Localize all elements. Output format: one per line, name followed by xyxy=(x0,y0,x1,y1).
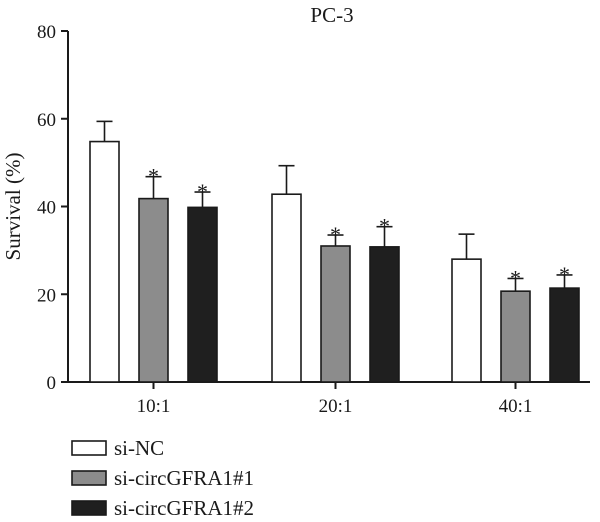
y-tick-label: 60 xyxy=(37,110,56,131)
significance-marker: * xyxy=(510,265,521,290)
bar xyxy=(271,193,302,383)
legend-swatch xyxy=(71,470,107,486)
significance-marker: * xyxy=(148,164,159,189)
y-axis-title: Survival (%) xyxy=(1,153,25,261)
legend-label: si-circGFRA1#2 xyxy=(114,496,254,520)
bar xyxy=(187,206,218,383)
bar xyxy=(320,245,351,383)
bar xyxy=(89,140,120,383)
y-tick-label: 0 xyxy=(47,373,57,394)
legend-label: si-NC xyxy=(114,436,164,460)
bar xyxy=(138,197,169,383)
bar xyxy=(549,287,580,383)
legend-swatch xyxy=(71,500,107,516)
legend-swatch xyxy=(71,440,107,456)
x-tick-label: 10:1 xyxy=(137,396,171,417)
y-tick-label: 40 xyxy=(37,198,56,219)
x-tick-label: 40:1 xyxy=(499,396,533,417)
bar xyxy=(369,246,400,383)
legend: si-NC si-circGFRA1#1 si-circGFRA1#2 xyxy=(71,436,254,520)
significance-marker: * xyxy=(379,214,390,239)
x-tick-label: 20:1 xyxy=(319,396,353,417)
bar xyxy=(451,258,482,383)
bars: * * * * * * xyxy=(89,120,580,383)
legend-label: si-circGFRA1#1 xyxy=(114,466,254,490)
y-tick-label: 80 xyxy=(37,22,56,43)
significance-marker: * xyxy=(330,222,341,247)
significance-marker: * xyxy=(559,262,570,287)
significance-marker: * xyxy=(197,179,208,204)
y-tick-label: 20 xyxy=(37,285,56,306)
chart-title: PC-3 xyxy=(310,3,353,27)
bar xyxy=(500,290,531,383)
